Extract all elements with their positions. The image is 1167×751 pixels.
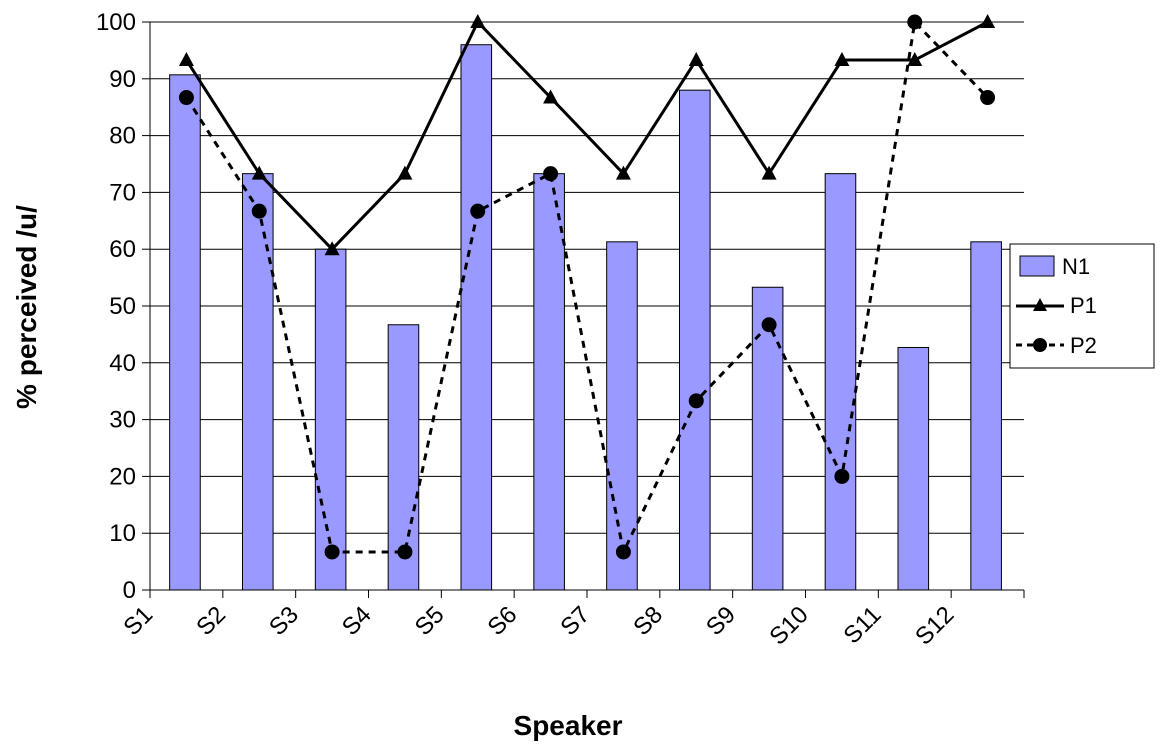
x-tick-label-s11: S11 bbox=[839, 601, 887, 649]
marker-p2-s7 bbox=[615, 544, 631, 560]
marker-p1-s11 bbox=[907, 52, 923, 67]
legend-marker-p1 bbox=[1033, 298, 1047, 311]
y-tick-label-100: 100 bbox=[96, 9, 136, 36]
marker-p1-s5 bbox=[470, 14, 486, 28]
marker-p2-s4 bbox=[397, 544, 413, 560]
marker-p2-s3 bbox=[324, 544, 340, 560]
marker-p1-s6 bbox=[543, 89, 559, 104]
bar-n1-s9 bbox=[751, 286, 784, 591]
y-tick-label-70: 70 bbox=[109, 179, 136, 206]
line-p1 bbox=[185, 19, 989, 252]
marker-p1-s1 bbox=[178, 52, 194, 67]
bar-n1-s2 bbox=[241, 173, 274, 591]
marker-p2-s1 bbox=[178, 90, 194, 106]
y-tick-label-90: 90 bbox=[109, 66, 136, 93]
bar-n1-s1 bbox=[169, 74, 201, 591]
y-tick-label-20: 20 bbox=[109, 463, 136, 490]
x-tick-label-s5: S5 bbox=[410, 601, 450, 641]
marker-p1-s10 bbox=[834, 52, 850, 67]
legend-label-n1: N1 bbox=[1062, 254, 1090, 279]
y-tick-label-80: 80 bbox=[109, 123, 136, 150]
x-tick-label-s10: S10 bbox=[764, 601, 813, 650]
bar-n1-s11 bbox=[897, 346, 930, 591]
bar-n1-s5 bbox=[460, 44, 493, 591]
axes bbox=[142, 21, 1025, 598]
legend: N1 P1 P2 bbox=[1009, 243, 1155, 369]
y-axis-title: % perceived /u/ bbox=[11, 205, 42, 409]
x-tick-label-s4: S4 bbox=[337, 601, 377, 641]
marker-p1-s12 bbox=[980, 14, 996, 28]
marker-p2-s6 bbox=[543, 166, 559, 182]
x-axis-title: Speaker bbox=[514, 710, 623, 741]
legend-label-p2: P2 bbox=[1070, 333, 1097, 358]
y-tick-label-50: 50 bbox=[109, 293, 136, 320]
marker-p1-s4 bbox=[397, 165, 413, 180]
legend-marker-p2 bbox=[1033, 338, 1047, 352]
bar-n1-s10 bbox=[824, 173, 857, 591]
x-tick-label-s3: S3 bbox=[264, 601, 304, 641]
line-p2 bbox=[185, 18, 989, 557]
y-tick-label-30: 30 bbox=[109, 407, 136, 434]
x-tick-label-s9: S9 bbox=[701, 601, 741, 641]
marker-p2-s12 bbox=[980, 90, 996, 106]
y-tick-label-0: 0 bbox=[123, 577, 136, 604]
marker-p2-s10 bbox=[834, 468, 850, 484]
legend-swatch-n1 bbox=[1019, 255, 1055, 277]
marker-p2-s5 bbox=[470, 203, 486, 219]
marker-p1-s9 bbox=[761, 165, 777, 180]
bar-n1-s12 bbox=[970, 241, 1002, 591]
x-tick-label-s7: S7 bbox=[555, 601, 595, 641]
gridlines bbox=[150, 21, 1024, 534]
legend-label-p1: P1 bbox=[1070, 293, 1097, 318]
x-tick-label-s6: S6 bbox=[483, 601, 523, 641]
y-tick-label-40: 40 bbox=[109, 350, 136, 377]
x-tick-label-s1: S1 bbox=[118, 601, 158, 641]
x-tick-label-s2: S2 bbox=[191, 601, 231, 641]
marker-p1-s8 bbox=[688, 52, 704, 67]
y-tick-label-60: 60 bbox=[109, 236, 136, 263]
marker-p2-s2 bbox=[251, 203, 267, 219]
x-tick-label-s12: S12 bbox=[910, 601, 959, 650]
bar-n1-s8 bbox=[678, 89, 711, 591]
x-tick-label-s8: S8 bbox=[628, 601, 668, 641]
marker-p2-s8 bbox=[688, 393, 704, 409]
marker-p1-s3 bbox=[324, 241, 340, 256]
marker-p1-s7 bbox=[615, 165, 631, 180]
marker-p2-s9 bbox=[761, 317, 777, 333]
marker-p2-s11 bbox=[907, 14, 923, 30]
line-series bbox=[178, 14, 996, 560]
bar-n1-s6 bbox=[533, 173, 565, 591]
marker-p1-s2 bbox=[251, 165, 267, 180]
bar-series-n1 bbox=[169, 44, 1002, 591]
y-tick-label-10: 10 bbox=[109, 520, 136, 547]
